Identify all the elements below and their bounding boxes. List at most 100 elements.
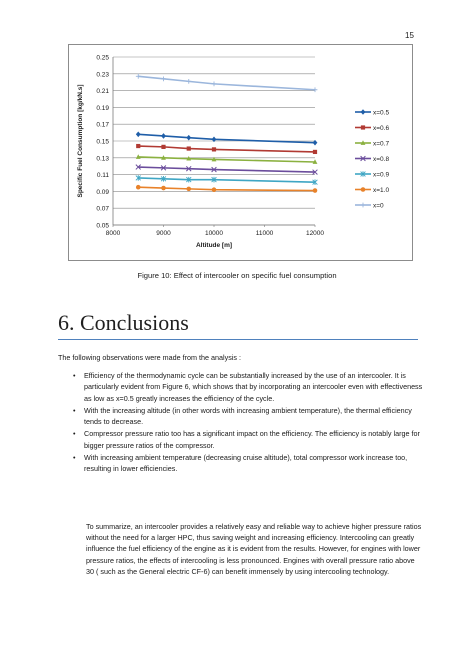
figure-caption: Figure 10: Effect of intercooler on spec…: [137, 271, 337, 280]
x-tick-label: 9000: [156, 230, 171, 237]
legend-item: x=0.5: [355, 109, 389, 116]
series-x-0: [135, 73, 318, 93]
list-item: • With the increasing altitude (in other …: [73, 405, 423, 428]
list-item-text: With increasing ambient temperature (dec…: [84, 453, 408, 474]
x-axis-label: Altitude [m]: [196, 242, 232, 249]
x-tick-label: 8000: [106, 230, 121, 237]
summary-paragraph: To summarize, an intercooler provides a …: [86, 522, 422, 576]
y-tick-label: 0.25: [96, 55, 109, 62]
legend-label: x=0.6: [373, 125, 389, 132]
list-item: • Compressor pressure ratio too has a sig…: [73, 428, 423, 451]
observations-list: • Efficiency of the thermodynamic cycle c…: [73, 370, 423, 476]
legend-label: x=0.7: [373, 140, 389, 147]
legend-item: x=0.8: [355, 155, 389, 163]
y-tick-label: 0.05: [96, 223, 109, 230]
y-tick-label: 0.21: [96, 88, 109, 95]
page-number: 15: [405, 31, 414, 40]
list-item-text: Compressor pressure ratio too has a sign…: [84, 429, 420, 450]
y-tick-label: 0.23: [96, 71, 109, 78]
data-point: [135, 154, 141, 159]
data-point: [136, 143, 141, 149]
data-point: [312, 159, 318, 164]
list-item: • With increasing ambient temperature (de…: [73, 452, 423, 475]
data-point: [211, 136, 217, 143]
legend-label: x=0.5: [373, 109, 389, 116]
data-point: [211, 166, 217, 173]
data-point: [360, 109, 366, 115]
data-point: [161, 133, 166, 139]
series-x-0-9: [135, 175, 318, 185]
bullet-icon: •: [73, 453, 76, 463]
bullet-icon: •: [73, 405, 76, 415]
data-point: [186, 134, 192, 141]
sfc-chart: 0.05 0.07 0.09 0.11 0.13 0.15 0.17 0.19 0.21 0.23…: [68, 44, 413, 261]
data-point: [312, 179, 318, 185]
bullet-icon: •: [73, 429, 76, 439]
x-tick-label: 11000: [256, 230, 274, 237]
data-point: [312, 87, 318, 93]
intro-paragraph: The following observations were made fro…: [58, 353, 241, 362]
data-point: [360, 171, 366, 177]
data-point: [186, 78, 192, 84]
legend-item: x=0.7: [355, 140, 389, 147]
data-point: [360, 140, 366, 145]
series-line: [138, 75, 316, 91]
x-tick-label: 10000: [205, 230, 223, 237]
series-x-1-0: [135, 184, 318, 193]
data-point: [135, 131, 141, 138]
legend-item: x=0.9: [355, 171, 389, 178]
legend-label: x=0: [373, 202, 384, 209]
data-point: [360, 202, 366, 208]
section-number: 6.: [58, 310, 75, 335]
series-x-0-8: [135, 164, 318, 175]
y-tick-label: 0.07: [96, 206, 109, 213]
y-tick-label: 0.17: [96, 122, 109, 129]
y-axis-label: Specific Fuel Consumption [kg/kN.s]: [77, 84, 84, 197]
legend-item: x=0.6: [355, 125, 389, 132]
data-point: [161, 185, 166, 191]
section-heading: 6. Conclusions: [58, 310, 189, 336]
data-point: [161, 144, 166, 149]
data-point: [186, 176, 192, 183]
data-point: [312, 149, 318, 155]
data-point: [135, 73, 141, 79]
chart-canvas: 0.05 0.07 0.09 0.11 0.13 0.15 0.17 0.19 0.21 0.23…: [77, 55, 389, 250]
legend-label: x=1.0: [373, 187, 389, 194]
y-tick-label: 0.13: [96, 155, 109, 162]
data-point: [211, 156, 217, 162]
data-point: [135, 164, 142, 170]
y-tick-label: 0.09: [96, 189, 109, 196]
data-point: [161, 76, 166, 82]
data-point: [185, 165, 192, 172]
data-point: [312, 169, 318, 175]
data-point: [211, 187, 217, 193]
data-point: [186, 186, 192, 192]
data-point: [160, 176, 167, 182]
heading-rule: [58, 339, 418, 340]
data-point: [211, 147, 217, 152]
data-point: [211, 176, 217, 183]
series-x-0-5: [135, 131, 318, 146]
legend-label: x=0.8: [373, 156, 389, 163]
data-point: [135, 184, 141, 190]
y-tick-label: 0.11: [97, 172, 110, 179]
list-item-text: With the increasing altitude (in other w…: [84, 405, 412, 427]
data-point: [186, 155, 192, 161]
data-point: [360, 125, 366, 130]
data-point: [160, 165, 167, 171]
section-title: Conclusions: [80, 310, 189, 335]
legend-item: x=0: [355, 202, 384, 209]
data-point: [161, 155, 166, 160]
series-x-0-7: [135, 154, 318, 164]
list-item: • Efficiency of the thermodynamic cycle c…: [73, 370, 423, 404]
y-tick-label: 0.15: [96, 139, 109, 146]
data-point: [360, 187, 366, 192]
legend-label: x=0.9: [373, 171, 389, 178]
list-item-text: Efficiency of the thermodynamic cycle ca…: [84, 371, 423, 403]
data-point: [211, 81, 217, 87]
data-point: [312, 188, 318, 193]
data-point: [135, 175, 141, 181]
legend-item: x=1.0: [355, 187, 389, 194]
bullet-icon: •: [73, 371, 76, 380]
data-point: [186, 146, 191, 151]
